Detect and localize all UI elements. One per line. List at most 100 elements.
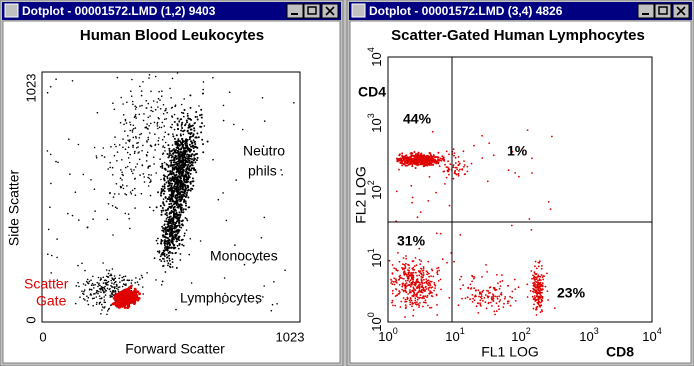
dot: [420, 268, 423, 270]
dot: [517, 286, 520, 289]
dot: [392, 304, 394, 307]
dot: [536, 294, 538, 297]
dot: [184, 150, 186, 153]
dot: [159, 205, 162, 207]
dot: [162, 192, 165, 195]
tick-exponent: 4: [657, 326, 662, 336]
dot: [167, 242, 170, 245]
dot: [536, 287, 538, 289]
dot: [109, 166, 111, 169]
dot: [471, 280, 473, 283]
title-bar[interactable]: [349, 2, 692, 20]
dot: [106, 310, 109, 312]
dot: [160, 242, 163, 244]
dot: [514, 288, 517, 290]
dot: [540, 267, 543, 270]
dot: [135, 135, 137, 138]
dot: [425, 164, 428, 167]
dot: [418, 157, 421, 160]
dot: [175, 194, 178, 197]
dot: [157, 127, 159, 130]
dot: [169, 87, 171, 90]
dot: [146, 127, 149, 130]
dot: [171, 220, 174, 223]
dot: [187, 174, 190, 177]
dot: [140, 132, 143, 135]
dot: [437, 280, 440, 282]
dot: [163, 204, 166, 207]
dot: [186, 142, 188, 145]
dot: [393, 283, 396, 286]
dot: [124, 212, 127, 215]
dot: [100, 313, 102, 315]
dot: [129, 129, 131, 132]
dot: [171, 195, 174, 198]
maximize-button[interactable]: [303, 3, 321, 19]
dot: [427, 279, 430, 282]
dot: [422, 301, 425, 304]
window-icon[interactable]: [4, 3, 19, 18]
dot: [486, 295, 489, 298]
dot: [134, 177, 136, 180]
dot: [189, 182, 192, 185]
dot: [391, 301, 393, 304]
dot: [185, 204, 187, 207]
dot: [77, 264, 79, 267]
dot: [427, 272, 430, 275]
dot: [178, 120, 180, 122]
dot: [487, 290, 490, 292]
dot: [182, 244, 185, 247]
dot: [390, 282, 392, 284]
dot: [422, 272, 425, 274]
window-icon[interactable]: [351, 3, 366, 18]
dot: [171, 172, 174, 175]
dot: [409, 303, 411, 306]
dot: [147, 102, 150, 105]
annotation: Neutro: [243, 143, 285, 159]
dot: [183, 170, 185, 172]
dot: [409, 152, 412, 155]
dot: [171, 252, 174, 255]
dot: [170, 161, 173, 164]
dot: [225, 219, 228, 222]
dot: [122, 298, 125, 301]
dot: [141, 104, 143, 107]
dot: [167, 133, 170, 136]
x-marker-label: CD8: [606, 344, 634, 360]
dot: [165, 211, 168, 214]
dot: [153, 257, 156, 260]
dot: [179, 169, 182, 172]
dot: [167, 262, 170, 265]
dot: [172, 227, 175, 230]
dot: [410, 276, 413, 279]
dot: [462, 284, 464, 287]
dot: [222, 192, 224, 194]
dot: [169, 231, 172, 234]
dot: [176, 196, 179, 199]
minimize-button[interactable]: [286, 3, 304, 19]
dot: [429, 160, 432, 163]
dot: [456, 168, 459, 171]
dot: [184, 156, 187, 159]
dot: [537, 265, 540, 268]
maximize-button[interactable]: [654, 3, 672, 19]
dot: [540, 285, 542, 288]
dot: [159, 258, 161, 261]
dot: [165, 220, 168, 223]
minimize-button[interactable]: [637, 3, 655, 19]
dot: [166, 198, 169, 200]
dot: [424, 295, 427, 298]
dot: [121, 279, 123, 282]
dot: [391, 283, 394, 286]
dot: [86, 295, 88, 298]
title-bar[interactable]: [2, 2, 341, 20]
dot: [223, 277, 226, 279]
dot: [184, 181, 187, 184]
dot: [407, 284, 410, 286]
dot: [184, 196, 187, 198]
dot: [202, 92, 204, 95]
dot: [163, 118, 166, 121]
dot: [130, 193, 133, 195]
dot: [109, 191, 111, 194]
dot: [129, 227, 131, 230]
